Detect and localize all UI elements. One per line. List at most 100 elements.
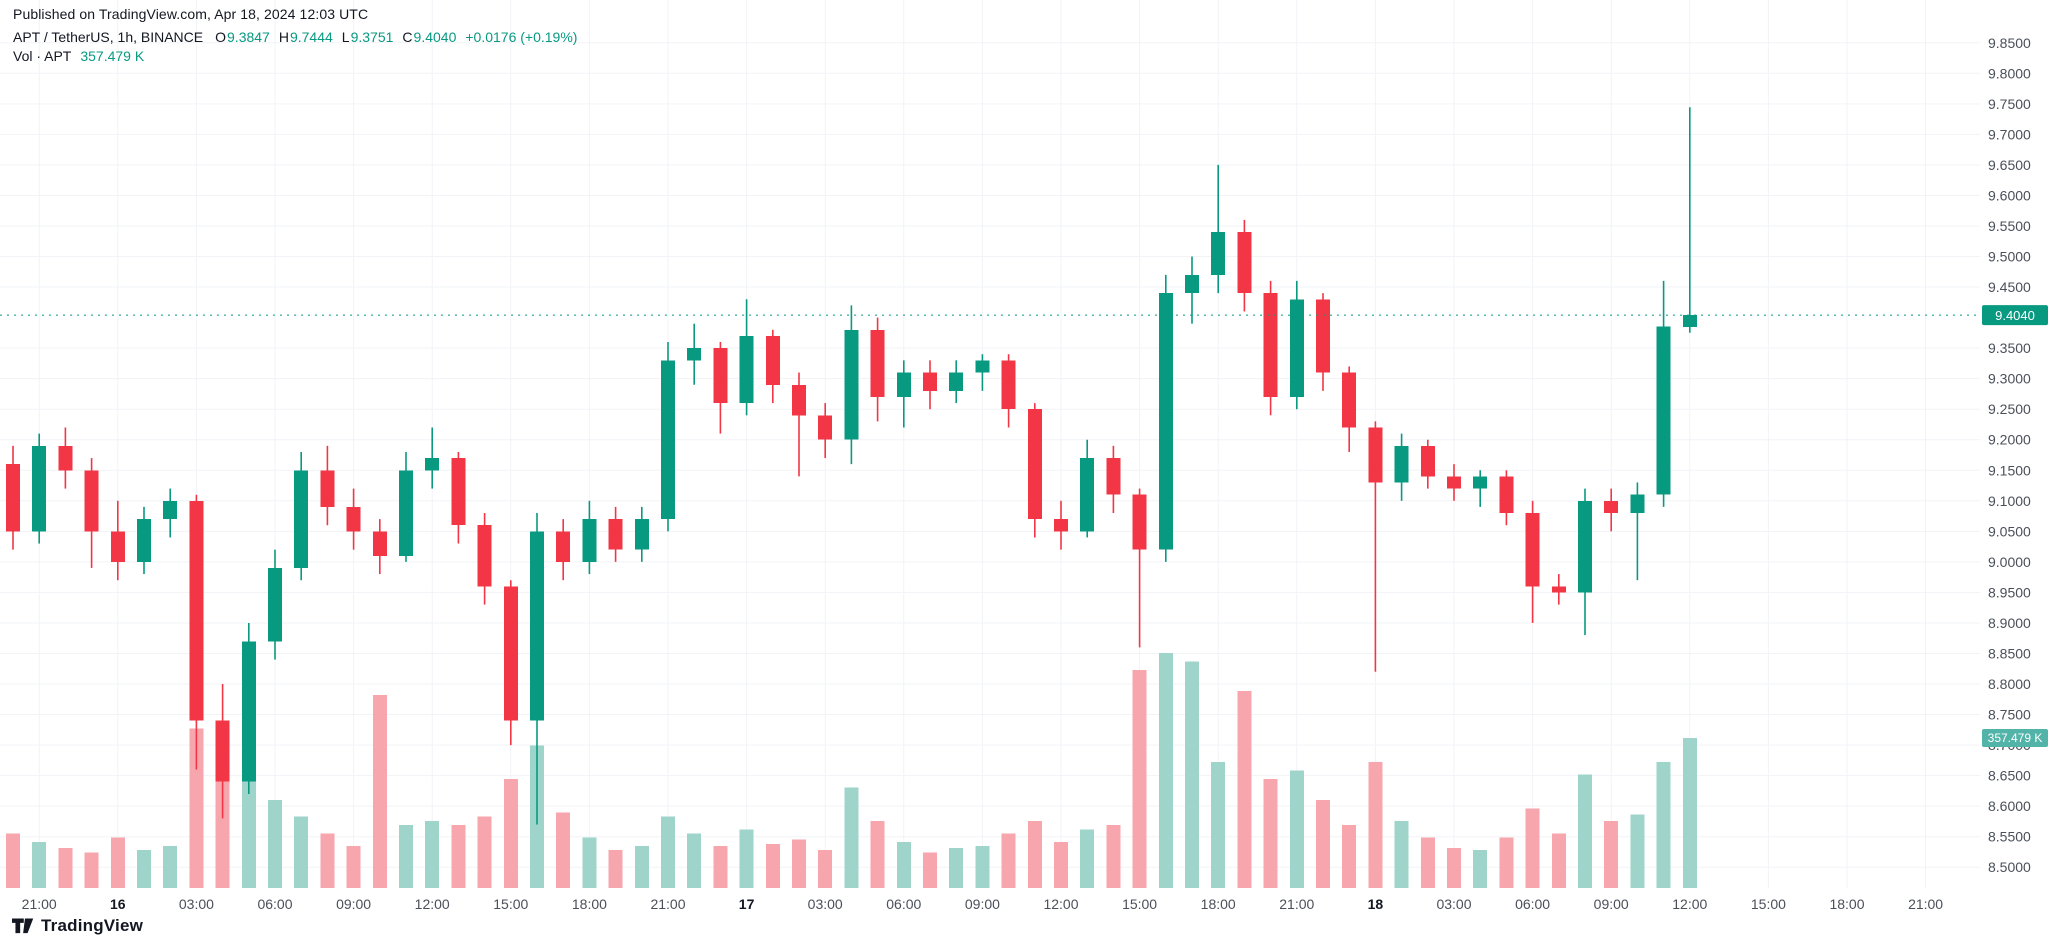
candle-body [1054, 519, 1068, 532]
volume-bar [425, 820, 440, 888]
candle-body [1342, 372, 1357, 428]
volume-bar [1001, 833, 1016, 888]
candle-body [32, 445, 47, 532]
candle-body [1525, 513, 1540, 587]
volume-bar [818, 850, 833, 888]
time-tick-label: 03:00 [1436, 896, 1471, 912]
price-axis[interactable] [1982, 0, 2048, 897]
time-tick-label: 03:00 [808, 896, 843, 912]
volume-bar [687, 833, 702, 888]
volume-bar [346, 846, 361, 888]
volume-bar [870, 820, 885, 888]
candle-body [1132, 494, 1147, 550]
open-value: 9.3847 [227, 29, 270, 45]
volume-bar [1604, 820, 1619, 888]
price-tick-label: 9.0500 [1988, 523, 2031, 539]
price-tick-label: 8.8000 [1988, 676, 2031, 692]
price-tick-label: 8.6500 [1988, 768, 2031, 784]
candle-body [844, 329, 859, 440]
close-value: 9.4040 [413, 29, 457, 45]
candle-body [503, 586, 518, 721]
volume-bar [1447, 848, 1461, 888]
candle-body [792, 384, 806, 416]
candle-body [556, 531, 571, 562]
volume-bar [1211, 762, 1226, 888]
price-tick-label: 8.9000 [1988, 615, 2031, 631]
price-tick-label: 9.6000 [1988, 187, 2031, 203]
high-pair: H 9.7444 [279, 28, 333, 47]
volume-bar [1054, 841, 1068, 888]
candle-body [1604, 500, 1619, 514]
candle-body [1682, 315, 1697, 327]
volume-bar [582, 837, 597, 888]
volume-bar [556, 812, 571, 888]
candle-body [1263, 293, 1278, 397]
price-tick-label: 9.8000 [1988, 65, 2031, 81]
volume-bar [1237, 690, 1252, 888]
volume-bar [399, 825, 413, 888]
volume-bar [949, 848, 964, 888]
volume-bar [58, 848, 73, 888]
volume-bar [608, 850, 623, 888]
low-label: L [341, 29, 350, 45]
volume-bar [84, 852, 99, 888]
time-tick-label: 12:00 [1043, 896, 1078, 912]
price-tick-label: 8.9500 [1988, 584, 2031, 600]
candle-body [1158, 293, 1173, 550]
open-pair: O 9.3847 [215, 28, 270, 47]
price-tick-label: 9.3000 [1988, 371, 2031, 387]
price-tick-label: 9.1000 [1988, 493, 2031, 509]
price-tick-label: 9.7500 [1988, 96, 2031, 112]
candle-body [425, 458, 440, 471]
low-pair: L 9.3751 [342, 28, 394, 47]
candle-body [1237, 232, 1252, 294]
price-tick-label: 8.8500 [1988, 645, 2031, 661]
volume-bar [713, 846, 728, 888]
candle-body [1420, 445, 1435, 477]
price-tick-label: 9.2000 [1988, 432, 2031, 448]
volume-bar [268, 799, 282, 888]
volume-bar [1132, 669, 1147, 888]
volume-bar [1551, 833, 1566, 888]
volume-bar [975, 846, 990, 888]
time-tick-label: 09:00 [1594, 896, 1629, 912]
tradingview-wordmark: TradingView [41, 916, 144, 935]
price-tick-label: 9.8500 [1988, 35, 2031, 51]
candle-body [241, 641, 256, 782]
candle-body [110, 531, 125, 562]
volume-bar [137, 850, 151, 888]
volume-legend-label[interactable]: Vol · APT [13, 48, 72, 64]
candle-body [346, 506, 361, 532]
volume-bar [6, 833, 20, 888]
candle-body [870, 329, 885, 397]
time-tick-label: 12:00 [415, 896, 450, 912]
chart-legend: APT / TetherUS, 1h, BINANCE O 9.3847 H 9.7… [13, 28, 577, 66]
candle-body [896, 372, 911, 397]
candle-body [1473, 476, 1488, 489]
time-tick-label: 15:00 [493, 896, 528, 912]
symbol-title[interactable]: APT / TetherUS, 1h, BINANCE [13, 29, 204, 45]
time-tick-label: 18 [1368, 896, 1384, 912]
candle-body [372, 531, 387, 556]
candle-body [975, 360, 990, 373]
candle-body [1185, 274, 1199, 294]
time-tick-label: 21:00 [1279, 896, 1314, 912]
volume-bar [765, 843, 780, 888]
last-price-badge-text: 9.4040 [1995, 308, 2035, 323]
candle-body [1316, 299, 1330, 373]
time-axis[interactable] [0, 887, 2048, 917]
tradingview-logo[interactable]: TradingView [12, 916, 143, 936]
volume-bar [1499, 837, 1514, 888]
high-value: 9.7444 [289, 29, 333, 45]
candle-body [739, 335, 754, 404]
candle-body [451, 458, 466, 526]
candle-body [1551, 586, 1566, 593]
price-tick-label: 8.7500 [1988, 707, 2031, 723]
symbol-ohlc-row: APT / TetherUS, 1h, BINANCE O 9.3847 H 9.7… [13, 28, 577, 47]
candle-body [818, 415, 833, 440]
candle-body [163, 500, 178, 520]
candle-body [1027, 409, 1042, 520]
time-tick-label: 16 [110, 896, 126, 912]
tradingview-logo-icon [12, 918, 34, 934]
